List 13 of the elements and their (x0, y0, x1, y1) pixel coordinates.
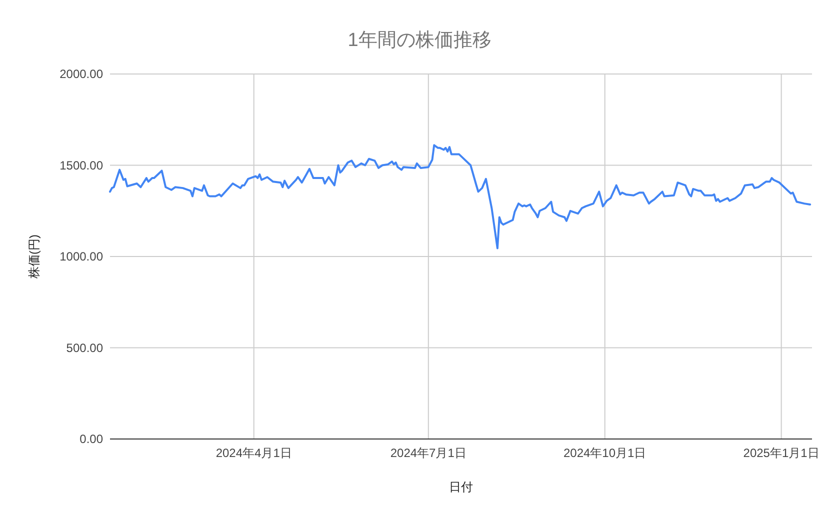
y-tick-label: 1000.00 (60, 250, 104, 264)
y-tick-label: 500.00 (66, 340, 104, 355)
line-series (109, 144, 812, 250)
x-tick-label: 2024年10月1日 (563, 446, 646, 460)
y-axis-title: 株価(円) (27, 234, 41, 280)
x-tick-label: 2025年1月1日 (743, 446, 820, 460)
x-tick-label: 2024年7月1日 (390, 446, 466, 460)
chart-title: 1年間の株価推移 (348, 30, 492, 51)
y-tick-label: 2000.00 (60, 67, 104, 81)
x-axis-title: 日付 (449, 480, 473, 494)
y-tick-label: 0.00 (80, 432, 104, 446)
y-tick-label: 1500.00 (60, 158, 104, 172)
x-tick-label: 2024年4月1日 (216, 446, 292, 460)
